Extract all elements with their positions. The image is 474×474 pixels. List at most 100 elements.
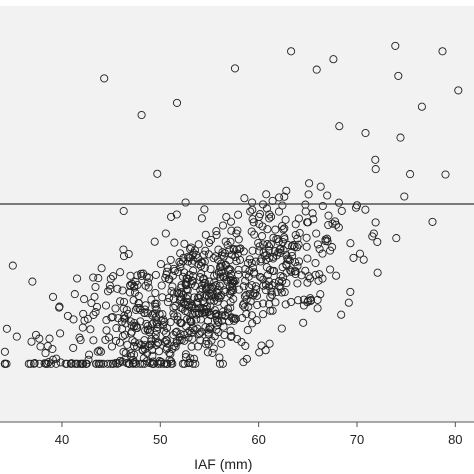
data-point bbox=[52, 354, 61, 363]
data-point bbox=[141, 301, 150, 310]
data-point bbox=[191, 281, 200, 290]
x-tick-label: 70 bbox=[350, 432, 364, 447]
data-point bbox=[97, 264, 106, 273]
data-point bbox=[223, 240, 232, 250]
data-point bbox=[266, 306, 275, 315]
data-point bbox=[396, 133, 405, 142]
data-point bbox=[259, 310, 268, 319]
data-point bbox=[299, 301, 308, 310]
data-point bbox=[118, 286, 127, 295]
data-point bbox=[163, 298, 172, 307]
data-point bbox=[196, 291, 205, 300]
data-point bbox=[302, 233, 311, 242]
data-point bbox=[227, 226, 236, 235]
data-point bbox=[226, 298, 235, 307]
data-point bbox=[93, 347, 102, 356]
data-point bbox=[221, 272, 230, 281]
data-point bbox=[194, 260, 203, 269]
data-point bbox=[234, 235, 243, 244]
data-point bbox=[265, 339, 274, 348]
data-point bbox=[241, 276, 250, 285]
data-point bbox=[140, 359, 149, 368]
data-point bbox=[197, 214, 206, 223]
data-point bbox=[130, 358, 139, 367]
data-point bbox=[66, 359, 75, 368]
data-point bbox=[90, 292, 99, 301]
data-point bbox=[265, 282, 274, 291]
data-point bbox=[264, 242, 274, 251]
data-point bbox=[82, 359, 91, 368]
data-point bbox=[294, 214, 303, 223]
data-point bbox=[352, 201, 362, 210]
data-point bbox=[41, 349, 50, 358]
data-point bbox=[191, 308, 200, 317]
data-point bbox=[182, 274, 191, 283]
data-point bbox=[328, 219, 337, 228]
data-point bbox=[91, 282, 100, 292]
data-point bbox=[173, 315, 182, 325]
data-point bbox=[229, 245, 238, 254]
data-point bbox=[281, 215, 290, 224]
data-point bbox=[89, 273, 98, 282]
data-point bbox=[30, 359, 39, 368]
data-point bbox=[150, 299, 160, 308]
data-point bbox=[35, 359, 44, 368]
data-point bbox=[201, 246, 210, 255]
data-point bbox=[257, 232, 267, 241]
data-point bbox=[70, 290, 79, 299]
data-point bbox=[294, 257, 304, 266]
data-point bbox=[186, 354, 195, 363]
data-point bbox=[166, 359, 176, 368]
data-point bbox=[261, 346, 270, 355]
data-point bbox=[369, 229, 378, 238]
data-point bbox=[109, 272, 118, 281]
data-point bbox=[116, 297, 125, 306]
data-point bbox=[318, 249, 327, 258]
data-point bbox=[86, 325, 95, 334]
data-point bbox=[124, 249, 133, 259]
data-point bbox=[334, 198, 343, 207]
data-point bbox=[177, 293, 186, 302]
data-point bbox=[168, 282, 177, 291]
x-tick-label: 40 bbox=[55, 432, 69, 447]
data-point bbox=[254, 247, 264, 256]
data-point bbox=[151, 270, 160, 279]
data-point bbox=[314, 276, 323, 285]
data-point bbox=[217, 268, 226, 277]
data-point bbox=[265, 214, 274, 223]
data-point bbox=[161, 273, 170, 283]
data-point bbox=[200, 298, 209, 307]
data-point bbox=[161, 336, 170, 345]
data-point bbox=[36, 342, 45, 351]
data-point bbox=[392, 234, 401, 243]
data-point bbox=[217, 339, 226, 348]
data-point bbox=[215, 281, 224, 290]
data-point bbox=[169, 309, 178, 318]
data-point bbox=[257, 255, 266, 264]
data-point bbox=[128, 359, 137, 368]
data-point bbox=[119, 252, 129, 261]
data-point bbox=[85, 350, 94, 359]
data-point bbox=[238, 301, 247, 310]
data-point bbox=[294, 296, 303, 305]
data-point bbox=[156, 259, 165, 269]
data-point bbox=[306, 294, 315, 303]
data-point bbox=[265, 210, 274, 219]
data-point bbox=[257, 273, 266, 282]
data-point bbox=[170, 266, 179, 275]
x-tick-label: 80 bbox=[448, 432, 462, 447]
data-point bbox=[326, 265, 335, 274]
data-point bbox=[210, 271, 219, 280]
data-point bbox=[157, 357, 166, 366]
data-point bbox=[226, 270, 235, 279]
data-point bbox=[180, 239, 189, 248]
data-point bbox=[63, 311, 72, 320]
data-point bbox=[359, 255, 368, 264]
data-point bbox=[201, 339, 210, 349]
data-point bbox=[166, 255, 175, 264]
data-point bbox=[275, 193, 284, 202]
data-point bbox=[299, 295, 308, 304]
data-point bbox=[187, 342, 196, 351]
data-point bbox=[219, 252, 228, 261]
data-point bbox=[143, 278, 152, 287]
